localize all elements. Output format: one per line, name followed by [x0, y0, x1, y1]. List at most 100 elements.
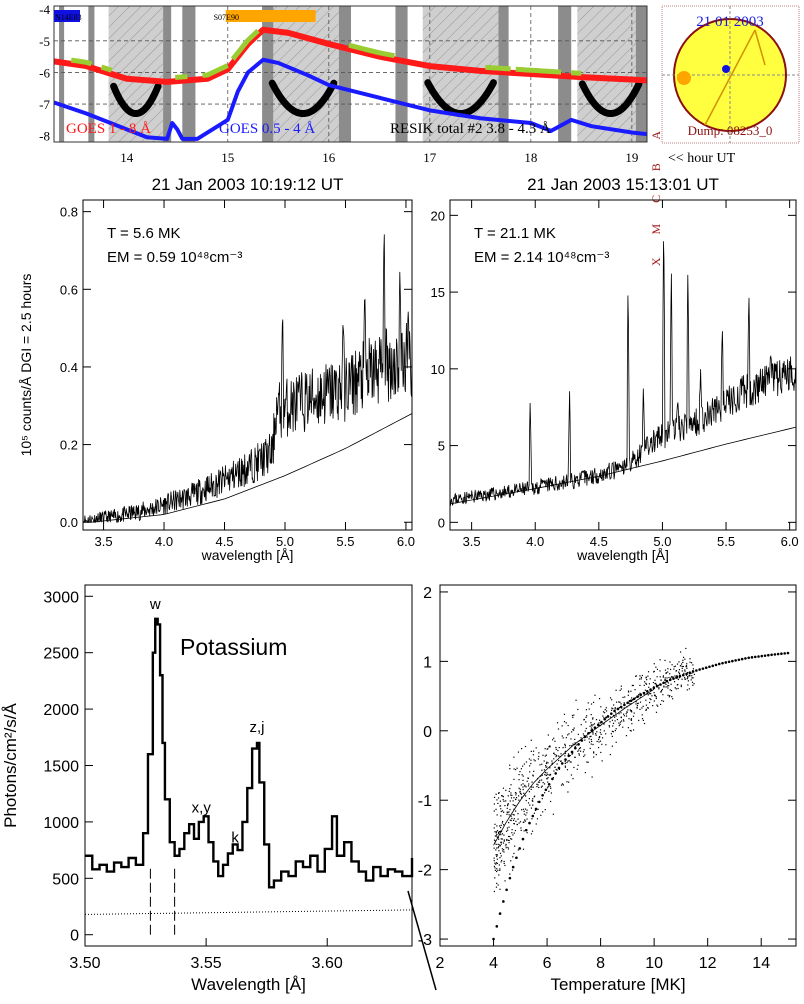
scatter-point [599, 731, 601, 734]
scatter-point [529, 804, 531, 806]
scatter-point [502, 824, 505, 826]
scatter-point [654, 679, 656, 681]
model-curve-point [531, 814, 535, 818]
scatter-point [531, 799, 533, 802]
scatter-point [503, 800, 505, 802]
scatter-point [504, 805, 506, 807]
scatter-point [590, 724, 593, 726]
spectrum-line [449, 241, 797, 507]
scatter-point [498, 864, 500, 866]
scatter-point [680, 663, 683, 665]
scatter-point [525, 814, 527, 816]
line-label: k [231, 830, 239, 847]
scatter-point [499, 800, 502, 802]
scatter-point [513, 797, 515, 799]
x-tick-label: 5.5 [336, 534, 354, 549]
model-curve-point [623, 703, 626, 707]
scatter-point [560, 784, 563, 786]
scatter-point [520, 768, 522, 770]
scatter-point [625, 713, 627, 715]
scatter-point [500, 815, 502, 817]
scatter-point [628, 701, 630, 703]
scatter-point [493, 827, 495, 829]
scatter-point [620, 712, 622, 714]
y-axis-label: 10⁵ counts/Å DGI = 2.5 hours [18, 274, 34, 457]
model-curve-point [652, 686, 656, 690]
model-curve-point [629, 699, 633, 703]
scatter-point [511, 838, 513, 840]
scatter-point [499, 845, 502, 847]
scatter-point [552, 776, 555, 779]
scatter-point [653, 670, 655, 672]
scatter-point [507, 795, 509, 797]
scatter-point [612, 725, 614, 727]
scatter-point [545, 765, 547, 767]
scatter-point [559, 755, 561, 758]
scatter-point [511, 817, 513, 820]
scatter-point [611, 735, 613, 738]
scatter-point [574, 738, 576, 740]
scatter-point [666, 677, 668, 679]
line-label: w [149, 596, 161, 613]
scatter-point [647, 675, 649, 677]
scatter-point [524, 820, 527, 822]
scatter-point [655, 682, 657, 685]
temperature-label: T = 5.6 MK [107, 225, 181, 242]
scatter-point [648, 686, 650, 688]
scatter-point [693, 673, 696, 675]
scatter-point [588, 708, 590, 710]
scatter-point [529, 771, 531, 773]
model-curve-point [554, 772, 557, 775]
flare-class-letter: M [649, 224, 663, 235]
scatter-point [550, 787, 552, 789]
scatter-point [539, 779, 541, 781]
scatter-point [502, 820, 504, 823]
model-curve-point [665, 679, 669, 683]
scatter-point [614, 720, 616, 722]
model-curve-point [731, 659, 734, 663]
scatter-point [608, 726, 611, 728]
scatter-point [692, 668, 695, 670]
scatter-point [493, 796, 496, 798]
scatter-point [493, 839, 496, 841]
x-tick-label: 14 [120, 150, 134, 165]
scatter-point [564, 752, 566, 755]
model-curve-point [675, 676, 679, 679]
scatter-point [502, 796, 505, 798]
model-curve-point [567, 754, 571, 758]
scatter-point [641, 714, 643, 716]
scatter-point [527, 777, 530, 779]
scatter-point [543, 783, 546, 785]
scatter-point [612, 731, 614, 733]
scatter-point [503, 851, 505, 853]
scatter-point [503, 860, 505, 863]
x-tick-label: 12 [699, 955, 717, 972]
scatter-point [521, 796, 523, 798]
scatter-point [620, 703, 622, 705]
scatter-point [642, 705, 644, 707]
scatter-point [620, 688, 622, 690]
scatter-point [564, 750, 566, 752]
scatter-point [543, 792, 546, 794]
scatter-point [496, 868, 498, 870]
scatter-point [652, 681, 655, 684]
scatter-point [586, 736, 588, 738]
y-tick-label: 15 [431, 285, 445, 300]
scatter-point [547, 786, 549, 788]
model-curve-point [649, 688, 652, 691]
scatter-point [500, 824, 502, 826]
scatter-point [507, 829, 509, 831]
scatter-point [508, 839, 510, 842]
scatter-point [565, 737, 567, 739]
y-tick-label: 2 [423, 585, 432, 602]
scatter-point [513, 804, 516, 807]
scatter-point [665, 672, 667, 675]
scatter-point [644, 681, 646, 683]
scatter-point [519, 791, 521, 793]
scatter-point [532, 750, 535, 752]
model-curve-point [610, 712, 613, 715]
x-axis-label: Wavelength [Å] [191, 975, 306, 994]
scatter-point [601, 760, 603, 762]
model-curve-point [502, 900, 505, 903]
scatter-point [506, 807, 508, 809]
